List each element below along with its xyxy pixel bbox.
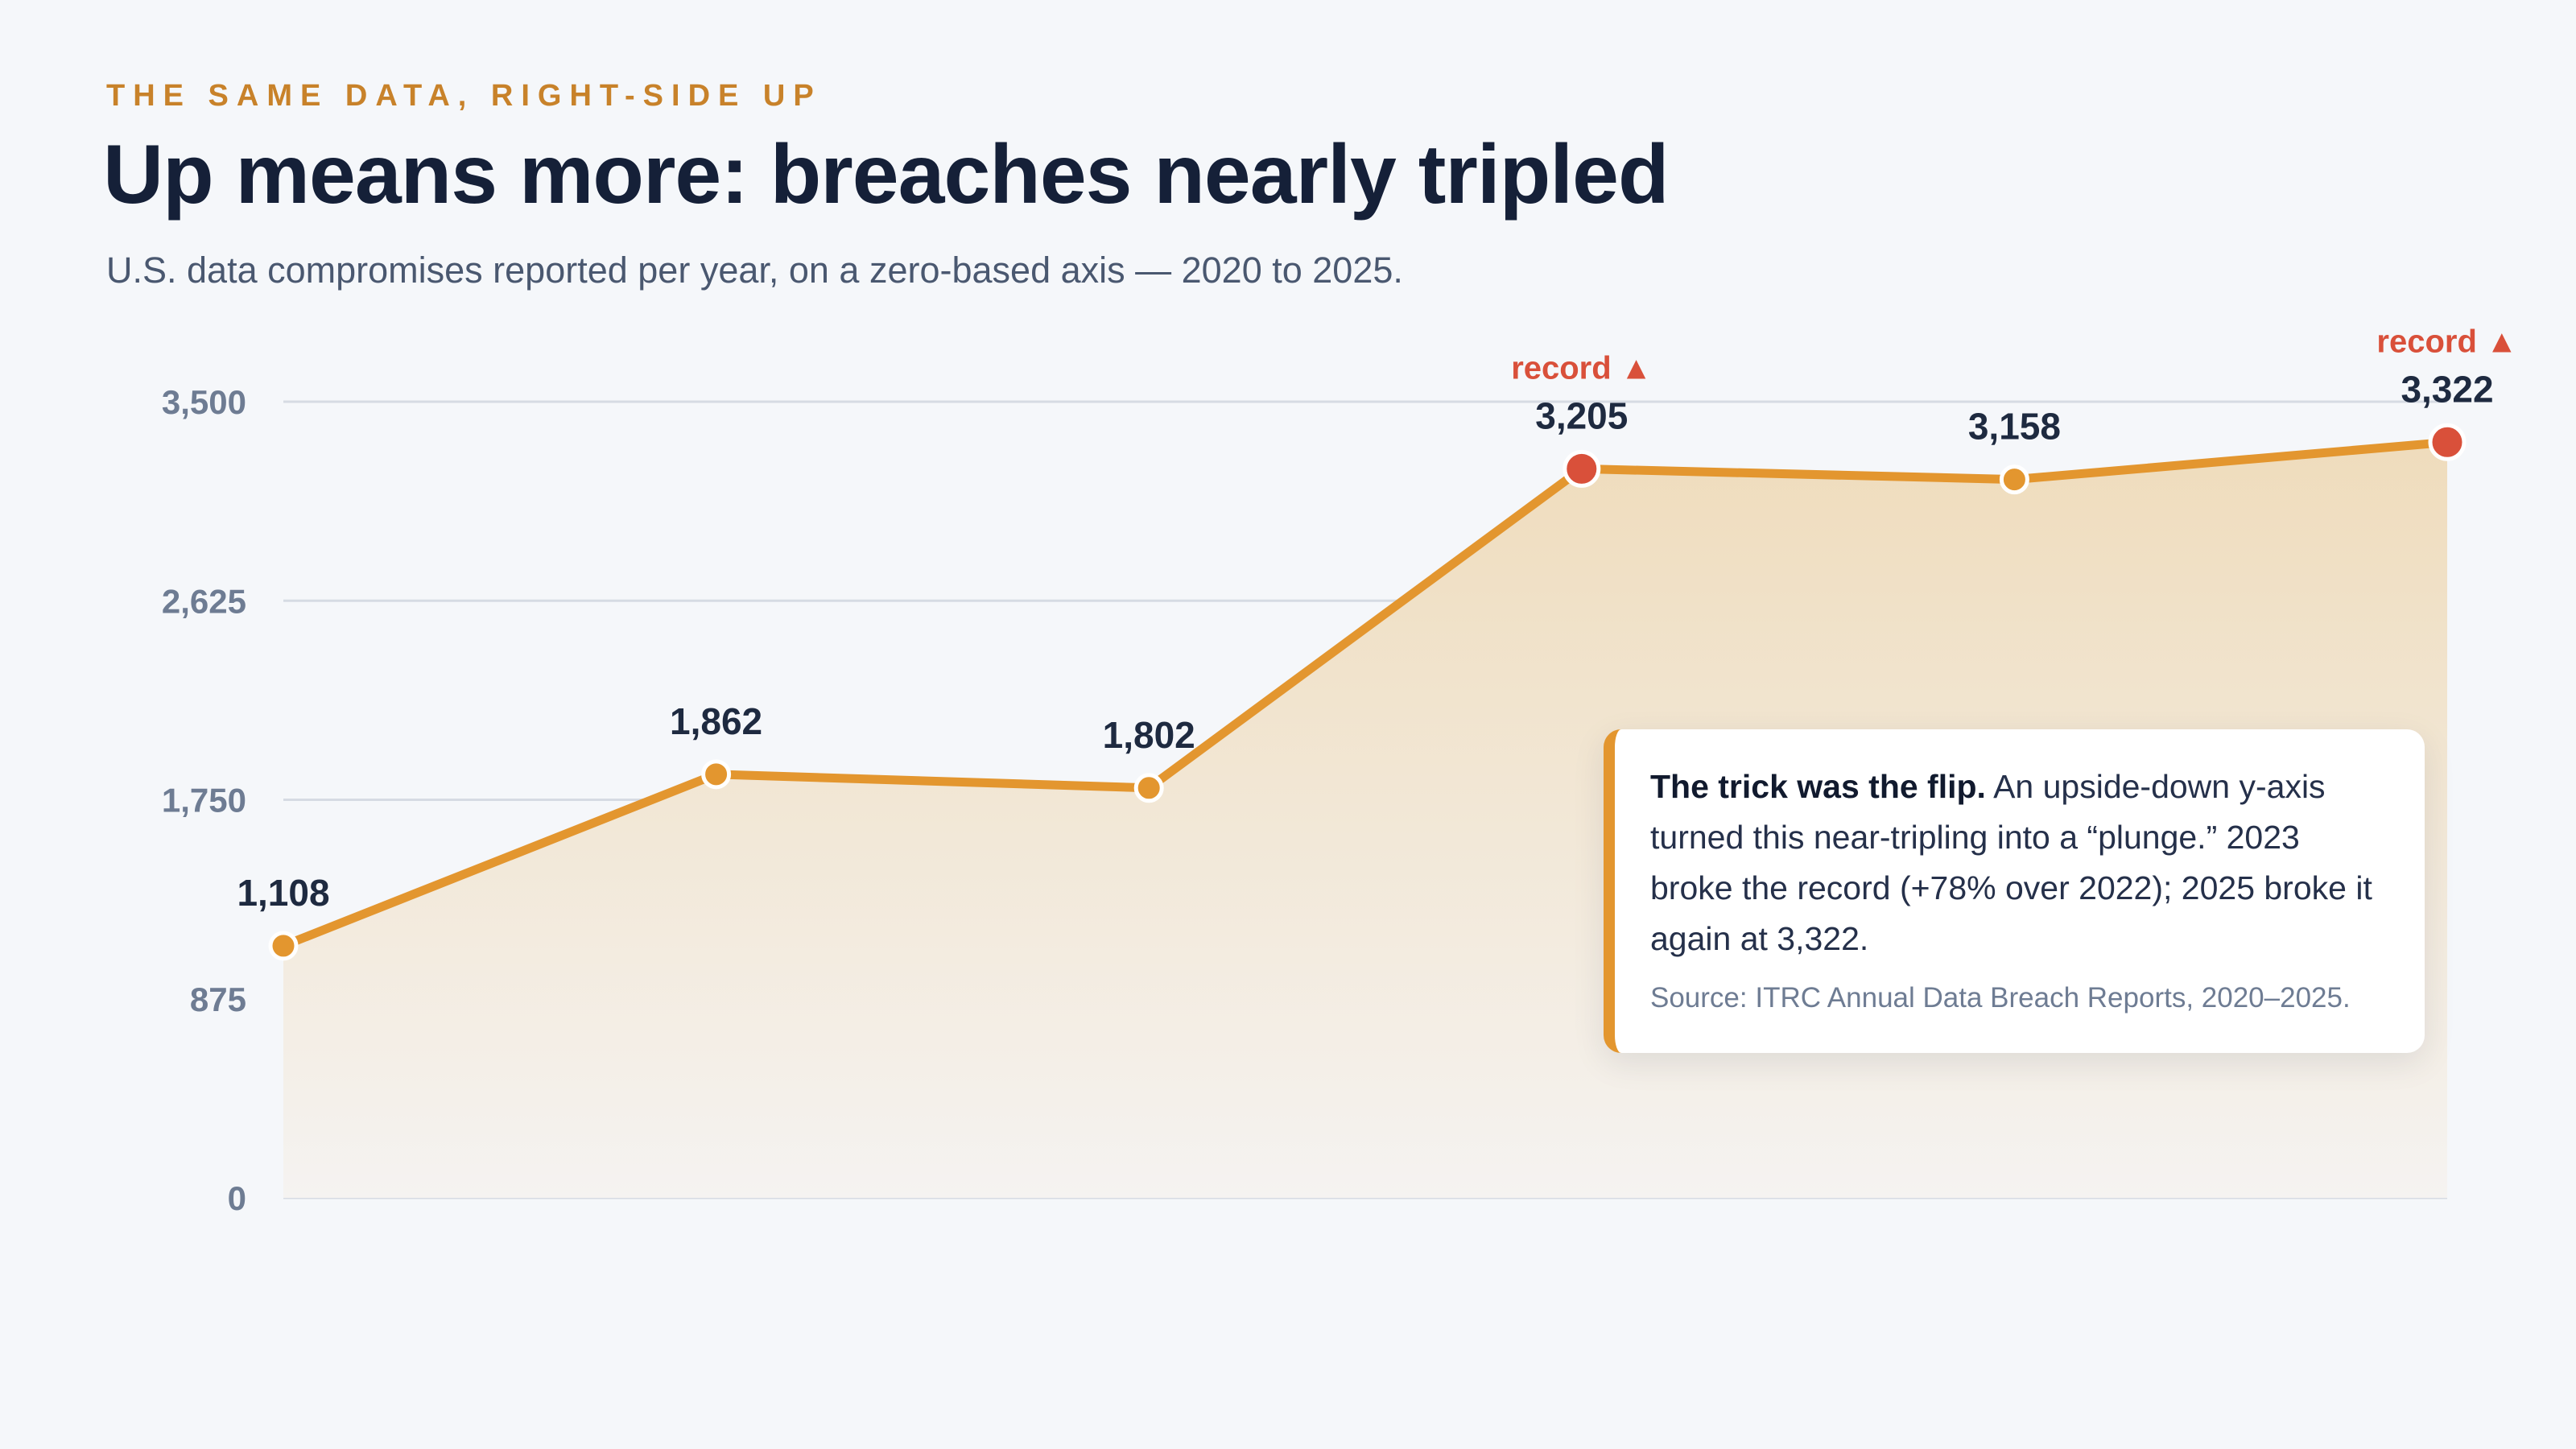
record-point bbox=[1563, 449, 1601, 488]
y-tick-label: 1,750 bbox=[162, 782, 246, 819]
data-labels: 1,108 1,862 1,802 3,205 record ▲ 3,158 3,322 re… bbox=[237, 324, 2517, 914]
data-label: 3,158 bbox=[1968, 406, 2061, 448]
callout-source: Source: ITRC Annual Data Breach Reports,… bbox=[1650, 982, 2351, 1013]
data-label: 3,205 bbox=[1535, 394, 1628, 436]
data-point bbox=[268, 931, 299, 961]
y-axis-ticks: 0 875 1,750 2,625 3,500 bbox=[162, 383, 246, 1217]
y-tick-label: 3,500 bbox=[162, 383, 246, 421]
callout-lead: The trick was the flip. bbox=[1650, 768, 1986, 805]
data-point bbox=[701, 759, 732, 790]
data-label: 1,802 bbox=[1103, 714, 1195, 756]
chart-title: Up means more: breaches nearly tripled bbox=[103, 128, 1669, 221]
y-tick-label: 875 bbox=[190, 980, 246, 1018]
data-point bbox=[1999, 464, 2029, 495]
data-label: 1,108 bbox=[237, 872, 329, 914]
chart-subtitle: U.S. data compromises reported per year,… bbox=[106, 250, 1403, 291]
kicker: THE SAME DATA, RIGHT-SIDE UP bbox=[106, 79, 822, 113]
data-point bbox=[1133, 773, 1164, 803]
y-tick-label: 0 bbox=[228, 1179, 246, 1217]
callout-text: The trick was the flip. An upside-down y… bbox=[1650, 762, 2388, 964]
data-label: 1,862 bbox=[670, 700, 762, 742]
data-points bbox=[268, 423, 2467, 961]
data-label: 3,322 bbox=[2401, 368, 2493, 410]
y-tick-label: 2,625 bbox=[162, 582, 246, 620]
series-line bbox=[279, 437, 2452, 951]
record-point bbox=[2428, 423, 2467, 461]
callout-body: An upside-down y-axis turned this near-t… bbox=[1650, 768, 2372, 957]
annotation-callout: The trick was the flip. An upside-down y… bbox=[1604, 729, 2425, 1053]
record-label: record ▲ bbox=[2376, 324, 2517, 359]
record-label: record ▲ bbox=[1511, 350, 1652, 386]
